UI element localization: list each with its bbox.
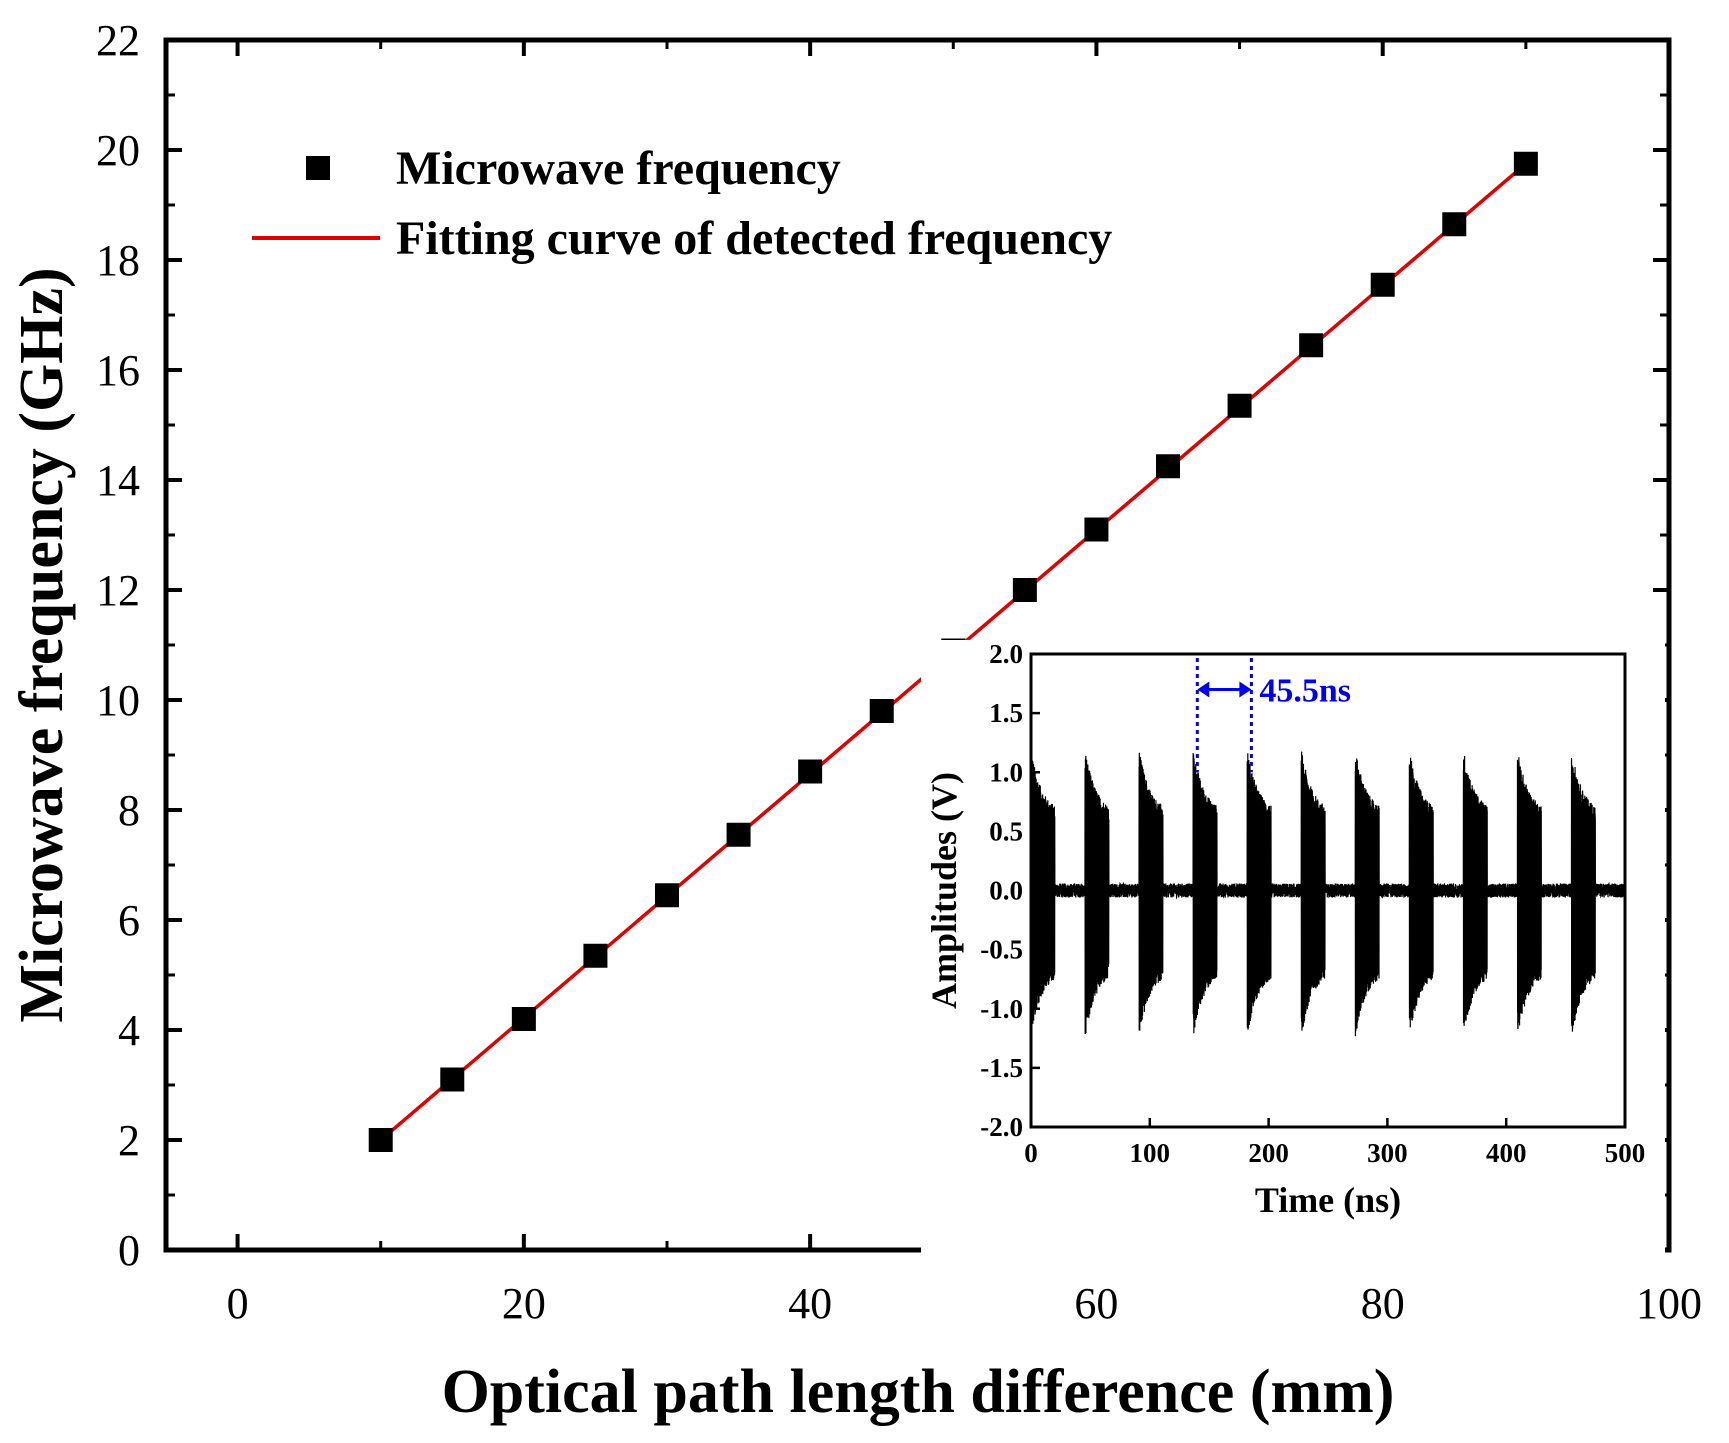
inset-y-tick-label: -1.5 — [980, 1053, 1023, 1083]
inset-x-tick-label: 0 — [1024, 1138, 1038, 1168]
y-tick-label: 4 — [118, 1006, 140, 1055]
inset-x-tick-label: 500 — [1605, 1138, 1646, 1168]
data-point-marker — [1227, 393, 1252, 418]
inset-y-tick-label: -2.0 — [980, 1112, 1023, 1142]
data-point-marker — [1513, 151, 1538, 176]
data-point-marker — [583, 943, 608, 968]
data-point-marker — [440, 1067, 465, 1092]
annotation-arrowhead-left — [1197, 681, 1210, 698]
y-tick-label: 6 — [118, 896, 140, 945]
legend-label-microwave-frequency: Microwave frequency — [396, 142, 841, 195]
y-tick-label: 2 — [118, 1116, 140, 1165]
data-point-marker — [368, 1128, 393, 1152]
data-point-marker — [1084, 517, 1109, 542]
data-point-marker — [869, 699, 894, 723]
y-tick-label: 12 — [96, 566, 140, 615]
y-tick-label: 0 — [118, 1226, 140, 1275]
data-point-marker — [1156, 454, 1180, 479]
inset-y-tick-label: 2.0 — [989, 639, 1023, 669]
data-point-marker — [798, 759, 823, 784]
y-tick-label: 16 — [96, 346, 140, 395]
data-point-marker — [1370, 272, 1395, 297]
inset-x-tick-label: 200 — [1248, 1138, 1289, 1168]
annotation-label: 45.5ns — [1259, 672, 1351, 709]
inset-y-tick-label: 1.0 — [989, 757, 1023, 787]
data-point-marker — [1442, 212, 1467, 237]
data-point-marker — [726, 822, 751, 847]
y-tick-label: 18 — [96, 236, 140, 285]
data-point-marker — [655, 883, 679, 908]
inset-y-tick-label: -0.5 — [980, 935, 1023, 965]
x-axis-title: Optical path length difference (mm) — [442, 1358, 1395, 1426]
x-tick-label: 60 — [1074, 1279, 1118, 1328]
inset-x-tick-label: 100 — [1130, 1138, 1171, 1168]
inset-y-tick-label: 1.5 — [989, 698, 1023, 728]
annotation-arrowhead-right — [1239, 681, 1252, 698]
inset-y-tick-label: 0.5 — [989, 816, 1023, 846]
y-axis-title: Microwave frequency (GHz) — [8, 267, 76, 1022]
y-tick-label: 22 — [96, 16, 140, 65]
y-tick-label: 14 — [96, 456, 140, 505]
x-tick-label: 100 — [1636, 1279, 1702, 1328]
data-point-marker — [1012, 578, 1037, 602]
data-point-marker — [511, 1007, 536, 1031]
inset-y-axis-title: Amplitudes (V) — [924, 772, 964, 1009]
y-tick-label: 20 — [96, 126, 140, 175]
y-tick-label: 8 — [118, 786, 140, 835]
inset-waveform — [1031, 751, 1625, 1037]
inset-x-axis-title: Time (ns) — [1255, 1180, 1401, 1220]
inset-x-tick-label: 300 — [1367, 1138, 1408, 1168]
legend-label-fitting-curve: Fitting curve of detected frequency — [396, 212, 1112, 265]
inset-y-tick-label: 0.0 — [989, 876, 1023, 906]
x-tick-label: 20 — [502, 1279, 546, 1328]
data-point-marker — [1299, 333, 1324, 358]
x-tick-label: 80 — [1361, 1279, 1405, 1328]
inset-y-tick-label: -1.0 — [980, 994, 1023, 1024]
y-tick-label: 10 — [96, 676, 140, 725]
x-tick-label: 0 — [227, 1279, 249, 1328]
legend-marker-square — [306, 156, 330, 180]
inset-x-tick-label: 400 — [1486, 1138, 1527, 1168]
x-tick-label: 40 — [788, 1279, 832, 1328]
